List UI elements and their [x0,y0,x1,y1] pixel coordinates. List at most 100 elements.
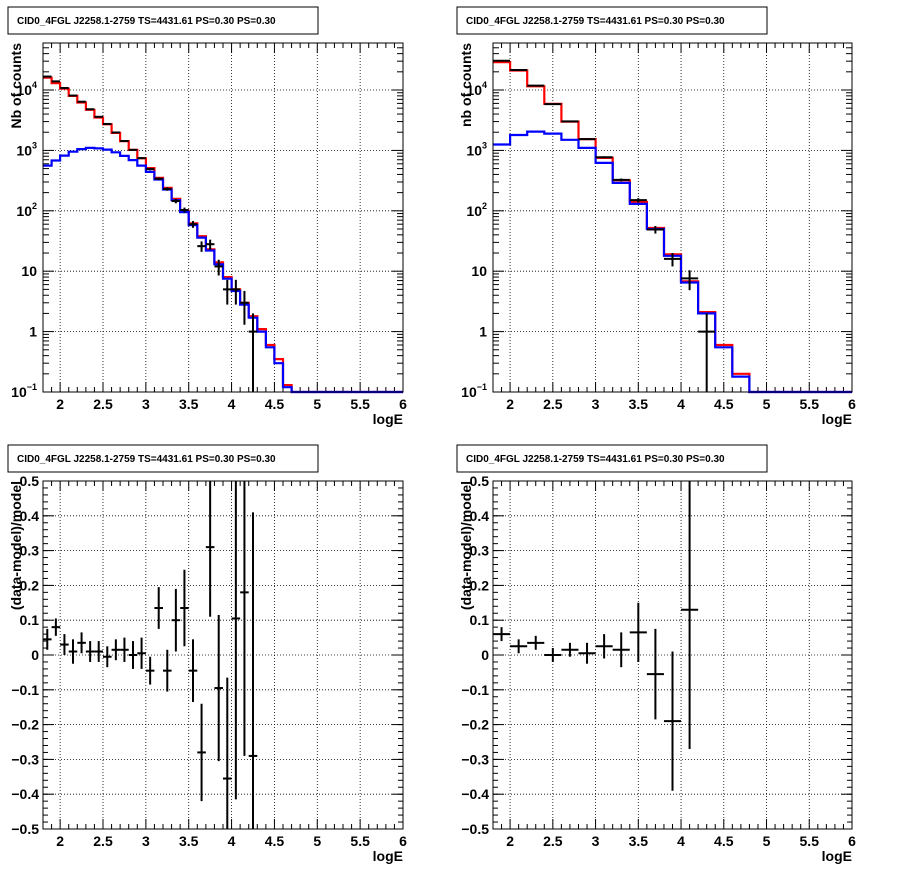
chart-title: CID0_4FGL J2258.1-2759 TS=4431.61 PS=0.3… [17,16,276,27]
data-point [681,270,699,291]
y-tick-label: 0.1 [20,612,40,628]
data-point [646,628,664,720]
y-tick-label: 103 [466,140,487,158]
chart-title: CID0_4FGL J2258.1-2759 TS=4431.61 PS=0.3… [17,454,276,465]
x-tick-label: 2 [506,396,514,412]
x-tick-label: 3.5 [629,396,649,412]
data-point [629,602,647,662]
data-point [214,259,223,276]
y-tick-label: 0.5 [470,473,490,489]
y-tick-label: 0.3 [20,543,40,559]
data-point [137,157,146,160]
x-tick-label: 5 [313,833,321,849]
x-tick-label: 5 [763,396,771,412]
x-tick-label: 2 [506,833,514,849]
x-tick-label: 3 [592,833,600,849]
y-tick-base: 10 [21,263,37,279]
data-point [154,177,163,181]
data-point [595,634,613,659]
data-point [612,178,630,182]
title-box [456,6,768,35]
x-tick-label: 3.5 [629,833,649,849]
data-point [561,120,579,123]
data-point [154,587,163,629]
data-point [240,481,249,756]
x-tick-label: 5.5 [350,396,370,412]
data-point [163,649,172,692]
data-point [561,642,579,657]
x-tick-label: 4 [228,396,236,412]
data-point [197,241,206,252]
x-tick-label: 4 [677,396,685,412]
y-tick-label: 0.1 [470,612,490,628]
y-tick-label: −0.1 [461,682,489,698]
y-tick-label: 0.2 [20,577,40,593]
data-point [663,253,682,267]
y-tick-label: 0 [481,647,489,663]
y-axis-label: Nb of counts [8,43,24,129]
data-point [214,614,223,762]
y-tick-label: 10−1 [11,382,37,400]
y-tick-base: 10 [16,142,32,158]
y-tick-label: 102 [466,201,487,219]
y-tick-base: 10 [11,384,27,400]
y-tick-label: 104 [16,80,37,98]
y-tick-label: 0.5 [20,473,40,489]
data-point [612,632,630,668]
data-point [527,635,545,650]
y-tick-exponent: −1 [477,382,487,392]
data-point [681,481,699,749]
chart-title: CID0_4FGL J2258.1-2759 TS=4431.61 PS=0.3… [466,454,725,465]
data-point [578,138,596,141]
chart-title: CID0_4FGL J2258.1-2759 TS=4431.61 PS=0.3… [466,16,725,27]
data-point [188,639,198,702]
y-tick-label: 0.2 [470,577,490,593]
data-point [231,481,241,800]
x-tick-label: 3.5 [179,833,199,849]
title-box [7,444,319,473]
y-tick-label: 1 [29,324,37,340]
x-axis-label: logE [373,411,403,427]
data-point [240,291,249,325]
y-axis-label: (data-model)/model [8,481,24,610]
y-tick-exponent: 3 [482,140,487,150]
data-point [145,167,155,171]
y-tick-exponent: 2 [32,201,37,211]
y-tick-base: 10 [16,203,32,219]
data-point [595,156,613,159]
y-tick-label: 0.4 [470,508,490,524]
y-tick-label: 103 [16,140,37,158]
data-point [111,131,121,134]
data-point [180,569,189,647]
data-point [510,639,528,654]
x-tick-label: 2 [56,833,64,849]
data-point [171,198,181,204]
data-point [223,677,232,829]
data-point [85,641,95,662]
y-tick-label: 10 [21,263,37,279]
x-tick-label: 4 [677,833,685,849]
data-point [248,313,258,392]
data-point [103,122,112,125]
title-box [456,444,768,473]
y-tick-base: 10 [466,82,482,98]
y-tick-base: 10 [16,82,32,98]
data-point [197,703,206,802]
x-axis-label: logE [373,848,403,864]
x-tick-label: 2 [56,396,64,412]
y-tick-label: 10 [471,263,487,279]
data-point [223,279,232,305]
data-point [171,588,181,652]
plot-frame [492,480,853,830]
chart-panel: 2 2.5 3 3.5 4 4.5 5 5.5 610−1110102103104logEnb … [456,6,856,427]
y-tick-exponent: −1 [27,382,37,392]
y-tick-label: 0 [31,647,39,663]
data-point [493,627,511,642]
data-point [629,198,647,203]
y-tick-exponent: 4 [32,80,37,90]
x-tick-label: 6 [399,396,407,412]
y-tick-label: 0.4 [20,508,40,524]
data-point [578,642,596,664]
data-point [248,512,258,829]
x-tick-label: 3 [592,396,600,412]
